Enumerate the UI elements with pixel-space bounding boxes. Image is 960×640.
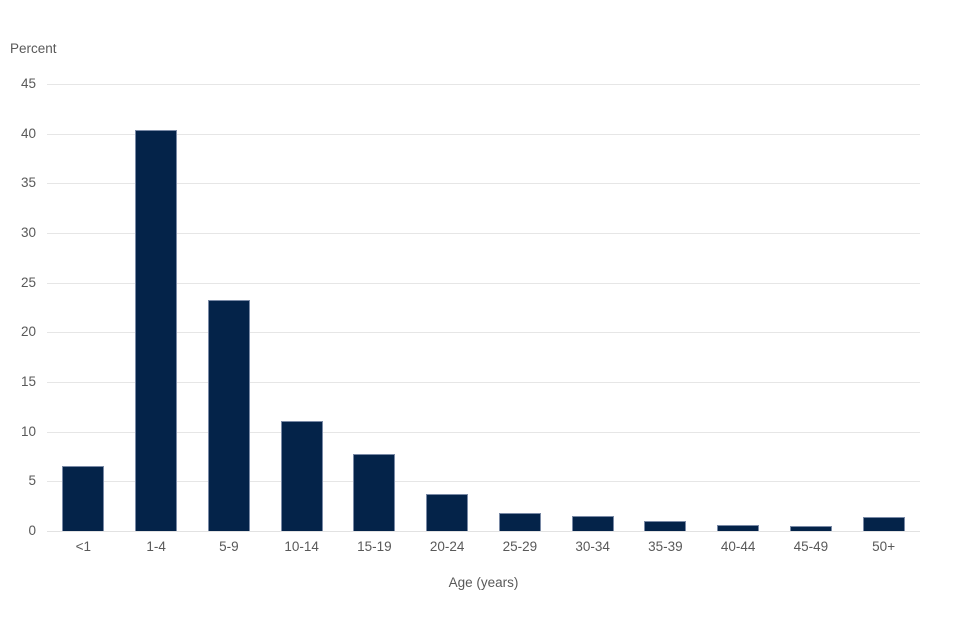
y-axis-title: Percent (10, 41, 57, 56)
gridline (47, 481, 920, 483)
x-tick-label: 25-29 (502, 539, 538, 554)
y-tick-label: 45 (20, 76, 36, 91)
bar (717, 525, 760, 531)
bar (862, 517, 905, 531)
gridline (47, 282, 920, 284)
x-axis-title: Age (years) (448, 575, 519, 590)
x-tick-label: 50+ (872, 539, 896, 554)
bar (62, 466, 105, 531)
y-tick-label: 30 (20, 225, 36, 240)
x-tick-label: 40-44 (720, 539, 756, 554)
bar (135, 129, 178, 531)
bar (644, 521, 687, 531)
bar (353, 453, 396, 531)
bar (571, 516, 614, 531)
x-tick-label: 45-49 (793, 539, 829, 554)
y-tick-label: 25 (20, 274, 36, 290)
y-tick-label: 10 (20, 423, 36, 439)
x-tick-label: 10-14 (284, 539, 319, 554)
bar (280, 420, 323, 531)
gridline (47, 84, 920, 85)
gridline (47, 233, 920, 234)
y-tick-label: 40 (20, 125, 36, 141)
y-tick-label: 0 (28, 523, 36, 538)
plot-area (47, 84, 920, 532)
bar (426, 494, 469, 531)
y-tick-label: 15 (20, 374, 36, 389)
x-tick-label: 15-19 (357, 539, 392, 554)
x-tick-label: <1 (75, 539, 92, 554)
bar (789, 526, 832, 531)
y-tick-label: 20 (20, 324, 36, 340)
x-tick-label: 20-24 (429, 539, 465, 554)
x-tick-label: 5-9 (219, 539, 239, 554)
x-tick-label: 35-39 (648, 539, 683, 554)
y-tick-label: 35 (20, 175, 36, 191)
y-tick-label: 5 (28, 473, 36, 489)
gridline (47, 431, 920, 433)
bar (207, 299, 250, 531)
gridline (47, 183, 920, 185)
gridline (47, 332, 920, 334)
x-tick-label: 30-34 (575, 539, 610, 554)
x-tick-label: 1-4 (146, 539, 166, 554)
bar (498, 513, 541, 531)
gridline (47, 382, 920, 383)
gridline (47, 133, 920, 135)
